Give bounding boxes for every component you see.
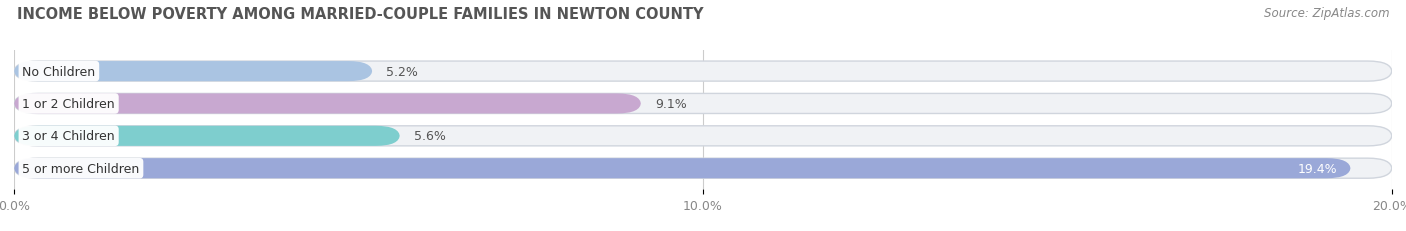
- Text: 5.2%: 5.2%: [387, 65, 418, 78]
- FancyBboxPatch shape: [14, 94, 1392, 114]
- Text: 19.4%: 19.4%: [1298, 162, 1337, 175]
- Text: 5.6%: 5.6%: [413, 130, 446, 143]
- Text: 3 or 4 Children: 3 or 4 Children: [22, 130, 115, 143]
- FancyBboxPatch shape: [14, 94, 641, 114]
- Text: 1 or 2 Children: 1 or 2 Children: [22, 97, 115, 110]
- FancyBboxPatch shape: [14, 62, 1392, 82]
- FancyBboxPatch shape: [14, 158, 1392, 179]
- FancyBboxPatch shape: [14, 158, 1351, 179]
- Text: No Children: No Children: [22, 65, 96, 78]
- FancyBboxPatch shape: [14, 126, 399, 146]
- Text: INCOME BELOW POVERTY AMONG MARRIED-COUPLE FAMILIES IN NEWTON COUNTY: INCOME BELOW POVERTY AMONG MARRIED-COUPL…: [17, 7, 703, 22]
- Text: 9.1%: 9.1%: [655, 97, 686, 110]
- Text: Source: ZipAtlas.com: Source: ZipAtlas.com: [1264, 7, 1389, 20]
- FancyBboxPatch shape: [14, 62, 373, 82]
- FancyBboxPatch shape: [14, 126, 1392, 146]
- Text: 5 or more Children: 5 or more Children: [22, 162, 139, 175]
